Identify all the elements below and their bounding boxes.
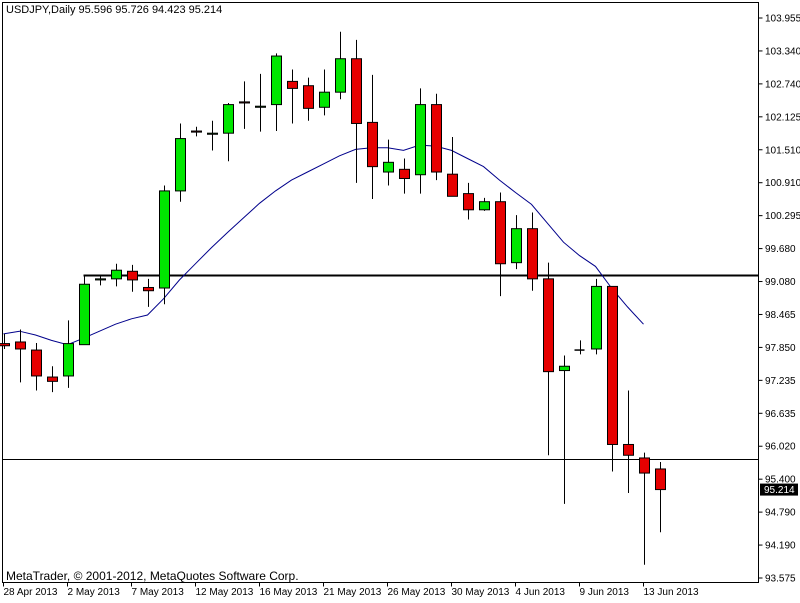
candle-body (288, 81, 298, 88)
time-tick-label: 4 Jun 2013 (516, 587, 566, 598)
candle-body (400, 169, 410, 178)
candle-body (240, 102, 250, 103)
time-tick-label: 30 May 2013 (452, 587, 510, 598)
candle-body (64, 344, 74, 376)
candle-body (608, 286, 618, 444)
candle-11 (160, 186, 170, 305)
candle-body (224, 105, 234, 134)
price-tick-label: 100.295 (765, 211, 800, 222)
candle-body (16, 342, 26, 349)
candle-body (528, 229, 538, 279)
candle-body (272, 56, 282, 105)
price-tick-label: 100.910 (765, 178, 800, 189)
candle-body (432, 105, 442, 172)
candle-body (304, 86, 314, 109)
price-tick-label: 102.740 (765, 79, 800, 90)
time-tick-label: 12 May 2013 (196, 587, 254, 598)
price-tick-label: 94.190 (765, 541, 796, 552)
time-tick-label: 9 Jun 2013 (580, 587, 630, 598)
candle-body (160, 191, 170, 288)
time-axis[interactable]: 28 Apr 2013 2 May 2013 7 May 2013 12 May 20… (4, 583, 699, 599)
price-tick-label: 99.680 (765, 244, 796, 255)
candle-body (416, 105, 426, 175)
candle-body (352, 59, 362, 124)
candle-body (192, 131, 202, 132)
time-tick-label: 28 Apr 2013 (4, 587, 58, 598)
candle-body (656, 469, 666, 490)
candle-body (48, 377, 58, 381)
chart-title: USDJPY,Daily 95.596 95.726 94.423 95.214 (6, 4, 222, 16)
time-tick-label: 16 May 2013 (260, 587, 318, 598)
price-tick-label: 103.955 (765, 14, 800, 25)
time-tick-label: 2 May 2013 (68, 587, 121, 598)
candle-body (480, 202, 490, 210)
price-tick-label: 93.575 (765, 574, 796, 585)
candle-body (384, 162, 394, 172)
candle-28 (432, 94, 442, 180)
candle-body (640, 458, 650, 473)
candle-body (96, 279, 106, 280)
price-tick-label: 101.510 (765, 145, 800, 156)
candle-38 (592, 279, 602, 355)
candle-body (336, 59, 346, 92)
candle-body (112, 270, 122, 279)
candle-body (464, 194, 474, 210)
price-tick-label: 99.080 (765, 277, 796, 288)
price-tick-label: 96.635 (765, 409, 796, 420)
candle-body (256, 106, 266, 107)
candle-body (448, 174, 458, 196)
candle-body (496, 202, 506, 264)
candle-body (32, 350, 42, 376)
last-price-label: 95.214 (764, 485, 795, 496)
candle-body (512, 229, 522, 263)
candle-body (320, 92, 330, 107)
copyright-text: MetaTrader, © 2001-2012, MetaQuotes Soft… (6, 569, 299, 583)
price-tick-label: 103.340 (765, 46, 800, 57)
candle-body (544, 279, 554, 372)
candle-body (368, 122, 378, 166)
price-axis[interactable]: 103.955 103.340 102.740 102.125 101.510 100.9… (759, 14, 800, 585)
price-tick-label: 98.465 (765, 310, 796, 321)
price-tick-label: 96.020 (765, 442, 796, 453)
time-tick-label: 21 May 2013 (324, 587, 382, 598)
price-tick-label: 97.235 (765, 376, 796, 387)
candle-body (208, 133, 218, 134)
candle-body (592, 286, 602, 349)
candle-body (560, 366, 570, 370)
time-tick-label: 26 May 2013 (388, 587, 446, 598)
chart-frame (3, 3, 759, 583)
candle-body (80, 284, 90, 344)
candle-body (176, 139, 186, 191)
time-tick-label: 13 Jun 2013 (644, 587, 699, 598)
time-tick-label: 7 May 2013 (132, 587, 185, 598)
candle-body (128, 271, 138, 280)
candle-39 (608, 286, 618, 471)
candle-body (0, 344, 10, 346)
candle-body (144, 287, 154, 290)
price-tick-label: 102.125 (765, 112, 800, 123)
price-tick-label: 94.790 (765, 508, 796, 519)
candle-6 (80, 275, 90, 345)
candle-body (624, 444, 634, 455)
price-tick-label: 97.850 (765, 343, 796, 354)
